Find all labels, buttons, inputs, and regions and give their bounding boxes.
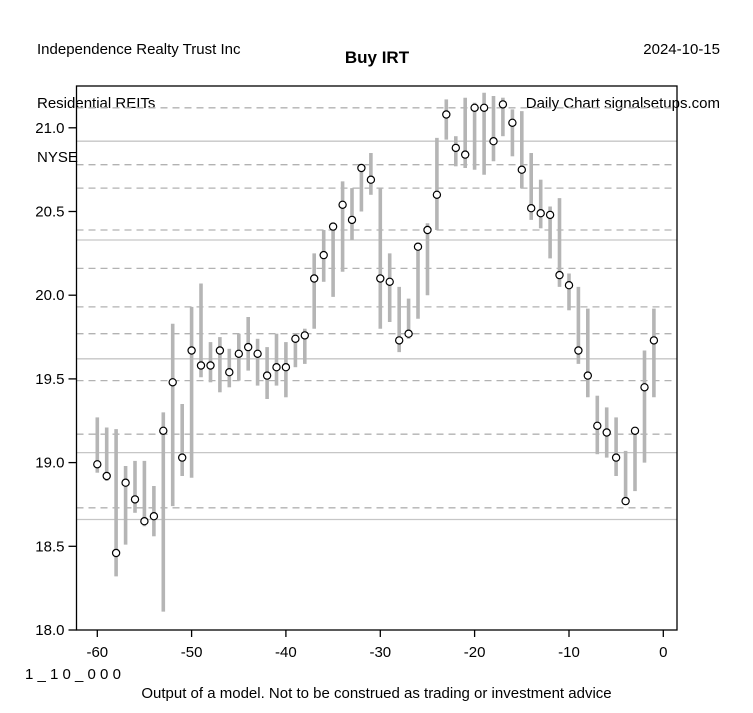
price-point [649, 336, 659, 345]
price-point [225, 368, 234, 377]
price-point [319, 250, 328, 260]
chart-date: 2024-10-15 [643, 41, 720, 58]
price-point [168, 378, 177, 387]
price-point [130, 495, 140, 504]
price-point [413, 242, 423, 251]
price-point [432, 190, 442, 199]
y-axis-tick-label: 21.0 [35, 120, 64, 137]
y-axis-tick-label: 19.0 [35, 455, 64, 472]
disclaimer-text: Output of a model. Not to be construed a… [141, 685, 612, 702]
header-left-block: Independence Realty Trust Inc Residentia… [37, 5, 240, 185]
price-point [338, 200, 347, 209]
price-point [395, 336, 404, 345]
y-axis-tick-label: 18.5 [35, 538, 64, 555]
price-point [291, 334, 300, 343]
price-point [215, 346, 225, 355]
price-point [461, 150, 470, 159]
price-point [545, 210, 555, 220]
model-code: 1 _ 1 0 _ 0 0 0 [25, 666, 121, 683]
price-point [442, 110, 451, 119]
price-point [177, 453, 187, 462]
y-axis-tick-label: 20.0 [35, 287, 64, 304]
price-point [159, 426, 168, 435]
price-point [376, 274, 385, 283]
company-name: Independence Realty Trust Inc [37, 41, 241, 58]
price-point [593, 421, 602, 430]
plot-frame [75, 85, 678, 631]
x-axis-tick-label: 0 [659, 644, 667, 661]
price-point [253, 349, 262, 358]
price-point [536, 208, 545, 218]
price-point [630, 426, 640, 435]
price-point [366, 175, 376, 184]
price-point [574, 346, 583, 355]
price-point [300, 331, 309, 340]
price-point [328, 222, 338, 231]
x-axis-tick-label: -10 [558, 644, 580, 661]
price-point [243, 342, 253, 352]
x-axis-tick-label: -50 [181, 644, 203, 661]
price-point [602, 428, 611, 437]
price-point [187, 346, 196, 355]
exchange-name: NYSE [37, 149, 78, 166]
x-axis-tick-label: -60 [86, 644, 108, 661]
chart-title: Buy IRT [344, 48, 410, 67]
price-point [517, 165, 527, 174]
header-right-block: 2024-10-15 Daily Chart signalsetups.com [526, 5, 720, 131]
price-point [206, 361, 215, 370]
price-point [272, 363, 281, 372]
y-axis-tick-label: 20.5 [35, 204, 64, 221]
y-axis-tick-label: 19.5 [35, 371, 64, 388]
y-axis-tick-label: 18.0 [35, 622, 64, 639]
price-point [93, 460, 102, 469]
price-point [470, 103, 479, 113]
price-point [621, 496, 630, 506]
price-point [640, 383, 649, 392]
price-point [262, 371, 272, 380]
price-point [310, 274, 319, 283]
price-point [583, 371, 593, 380]
price-point [527, 203, 536, 213]
price-point [555, 270, 564, 280]
price-point [196, 361, 206, 370]
x-axis-tick-label: -40 [275, 644, 297, 661]
price-point [451, 143, 460, 153]
price-point [281, 363, 291, 372]
price-point [149, 512, 159, 521]
price-point [385, 277, 394, 286]
price-point [479, 103, 489, 113]
price-point [564, 281, 574, 290]
x-axis-tick-label: -30 [369, 644, 391, 661]
price-point [111, 548, 121, 558]
price-point [423, 225, 432, 235]
price-point [489, 136, 498, 146]
price-point [357, 163, 366, 173]
price-point [121, 478, 130, 487]
x-axis-tick-label: -20 [464, 644, 486, 661]
price-point [140, 517, 149, 526]
price-point [404, 329, 413, 338]
price-point [498, 100, 508, 109]
price-point [611, 453, 621, 462]
price-point [234, 349, 243, 358]
price-point [347, 215, 357, 225]
price-point [508, 118, 517, 128]
price-point [102, 471, 111, 481]
